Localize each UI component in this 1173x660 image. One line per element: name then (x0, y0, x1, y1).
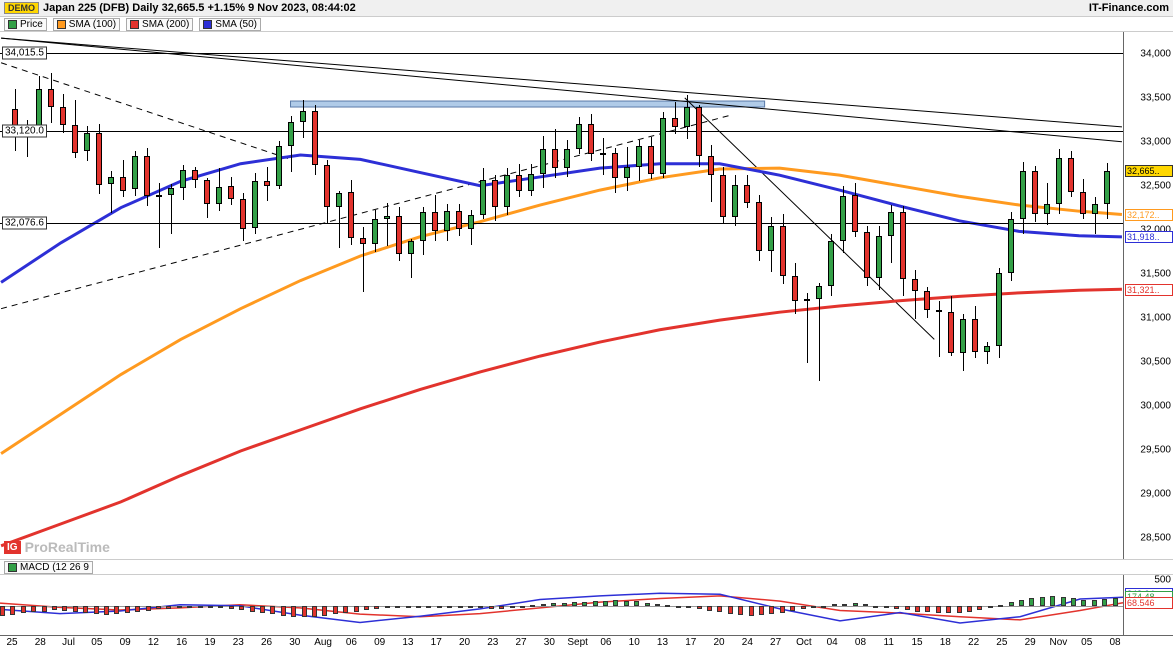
watermark: IG ProRealTime (4, 539, 110, 555)
main-chart[interactable]: IG ProRealTime 34,015.533,120.032,076.6 … (0, 32, 1173, 560)
prorealtime-text: ProRealTime (25, 539, 110, 555)
legend-sma200[interactable]: SMA (200) (126, 18, 193, 31)
legend-sma200-label: SMA (200) (142, 19, 189, 30)
sma50-swatch (203, 20, 212, 29)
header-bar: DEMO Japan 225 (DFB) Daily 32,665.5 +1.1… (0, 0, 1173, 17)
demo-badge: DEMO (4, 2, 39, 14)
legend-row: Price SMA (100) SMA (200) SMA (50) (0, 17, 1173, 32)
source-label: IT-Finance.com (1089, 2, 1169, 14)
sma100-swatch (57, 20, 66, 29)
legend-price[interactable]: Price (4, 18, 47, 31)
x-axis: 2528Jul0509121619232630Aug06091317202327… (0, 635, 1173, 655)
legend-sma50[interactable]: SMA (50) (199, 18, 261, 31)
ig-logo: IG (4, 541, 21, 554)
legend-sma100[interactable]: SMA (100) (53, 18, 120, 31)
macd-header: MACD (12 26 9 (0, 560, 1173, 575)
macd-y-axis: 0500243.04174.4868.546 (1123, 575, 1173, 635)
legend-sma50-label: SMA (50) (215, 19, 257, 30)
macd-chart[interactable]: 0500243.04174.4868.546 (0, 575, 1173, 635)
legend-sma100-label: SMA (100) (69, 19, 116, 30)
price-swatch (8, 20, 17, 29)
sma200-swatch (130, 20, 139, 29)
legend-price-label: Price (20, 19, 43, 30)
chart-overlay (0, 32, 1123, 559)
y-axis: 28,50029,00029,50030,00030,50031,00031,5… (1123, 32, 1173, 559)
macd-swatch (8, 563, 17, 572)
legend-macd-label: MACD (12 26 9 (20, 562, 89, 573)
legend-macd[interactable]: MACD (12 26 9 (4, 561, 93, 574)
chart-title: Japan 225 (DFB) Daily 32,665.5 +1.15% 9 … (43, 2, 356, 14)
